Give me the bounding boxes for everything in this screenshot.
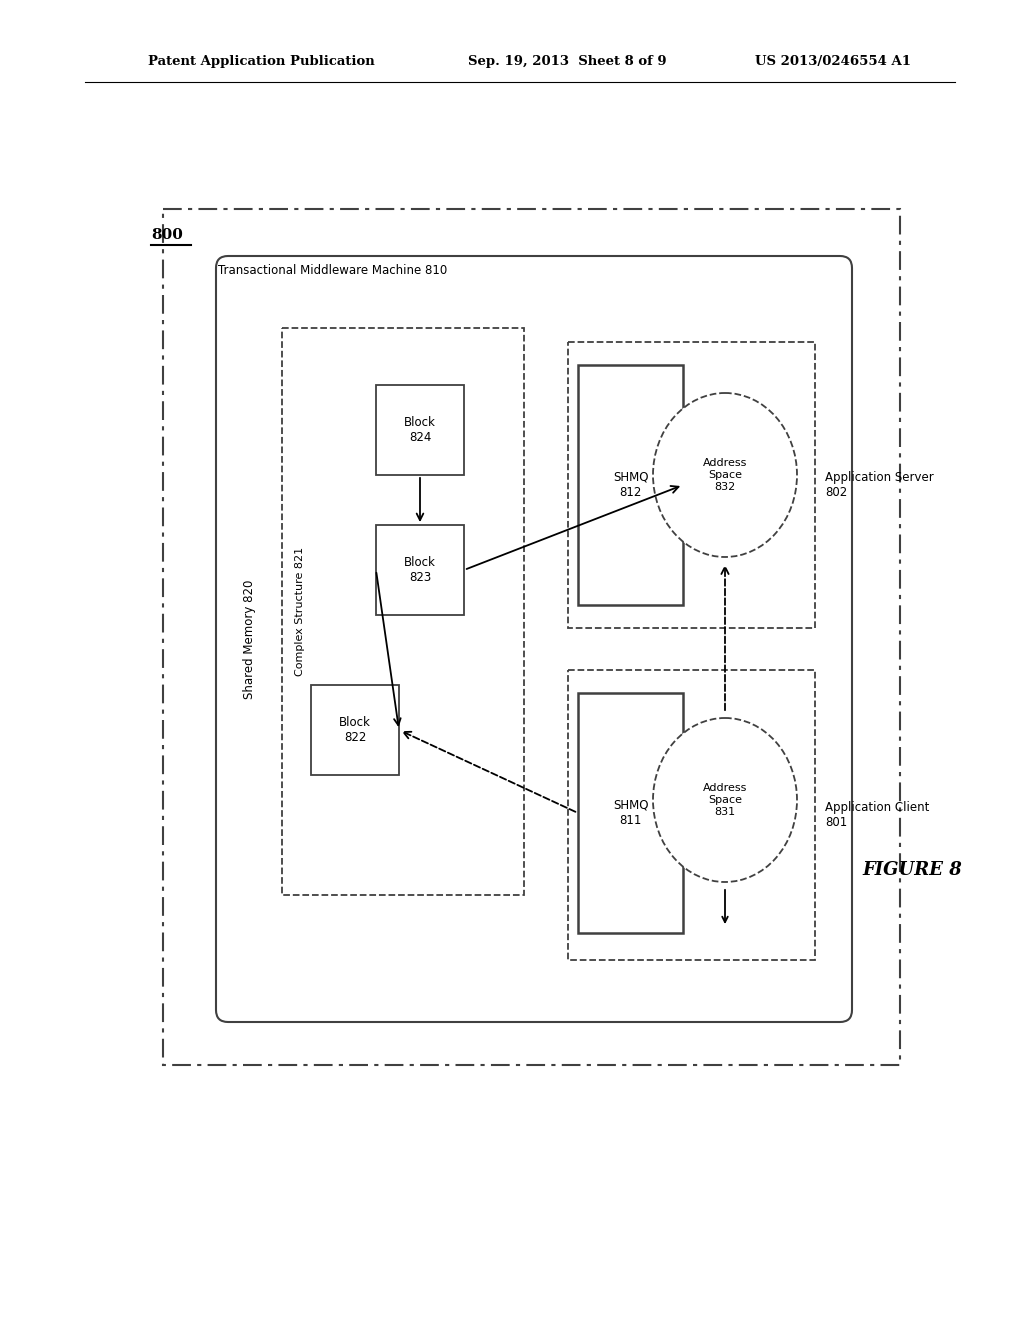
Ellipse shape (653, 393, 797, 557)
Text: Sep. 19, 2013  Sheet 8 of 9: Sep. 19, 2013 Sheet 8 of 9 (468, 55, 667, 69)
Text: Address
Space
831: Address Space 831 (702, 783, 748, 817)
Text: Block
822: Block 822 (339, 715, 371, 744)
Text: Block
823: Block 823 (404, 556, 436, 583)
FancyBboxPatch shape (568, 342, 815, 628)
Text: Application Client
801: Application Client 801 (825, 801, 930, 829)
FancyBboxPatch shape (568, 671, 815, 960)
FancyBboxPatch shape (578, 366, 683, 605)
FancyBboxPatch shape (282, 327, 524, 895)
Text: Shared Memory 820: Shared Memory 820 (244, 579, 256, 698)
FancyBboxPatch shape (376, 525, 464, 615)
Text: Complex Structure 821: Complex Structure 821 (295, 546, 305, 676)
FancyBboxPatch shape (311, 685, 399, 775)
Text: US 2013/0246554 A1: US 2013/0246554 A1 (755, 55, 911, 69)
Text: Transactional Middleware Machine 810: Transactional Middleware Machine 810 (218, 264, 447, 277)
FancyBboxPatch shape (163, 209, 900, 1065)
Text: 800: 800 (151, 228, 183, 242)
FancyBboxPatch shape (376, 385, 464, 475)
Text: SHMQ
811: SHMQ 811 (612, 799, 648, 828)
Text: Application Server
802: Application Server 802 (825, 471, 934, 499)
Text: Block
824: Block 824 (404, 416, 436, 444)
Text: FIGURE 8: FIGURE 8 (862, 861, 962, 879)
Text: Patent Application Publication: Patent Application Publication (148, 55, 375, 69)
Text: SHMQ
812: SHMQ 812 (612, 471, 648, 499)
Ellipse shape (653, 718, 797, 882)
FancyBboxPatch shape (216, 256, 852, 1022)
Text: Address
Space
832: Address Space 832 (702, 458, 748, 491)
FancyBboxPatch shape (578, 693, 683, 933)
